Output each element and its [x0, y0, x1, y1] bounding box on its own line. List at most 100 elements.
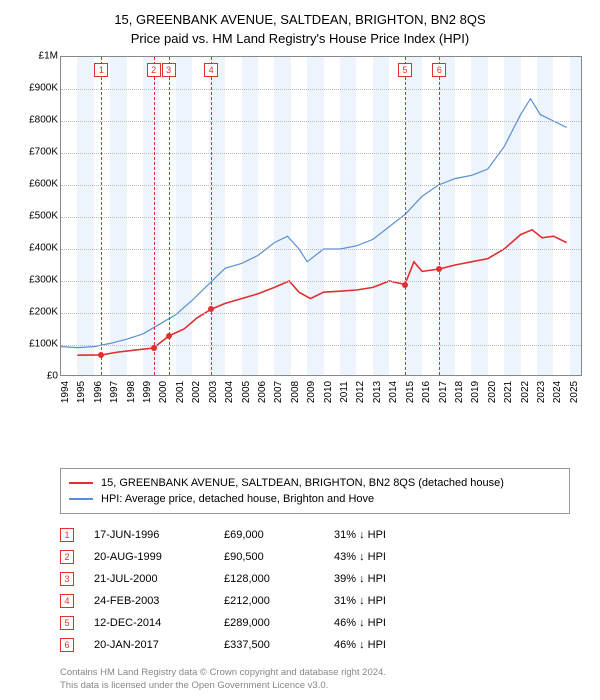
- x-tick-label: 2017: [438, 381, 449, 403]
- sale-row-hpi: 46% ↓ HPI: [334, 634, 444, 656]
- sale-row-number: 1: [60, 528, 74, 542]
- legend-label: 15, GREENBANK AVENUE, SALTDEAN, BRIGHTON…: [101, 475, 504, 491]
- sale-row-number: 5: [60, 616, 74, 630]
- legend-swatch: [69, 482, 93, 484]
- sale-row-price: £337,500: [224, 634, 334, 656]
- sale-row-hpi: 39% ↓ HPI: [334, 568, 444, 590]
- y-tick-label: £0: [47, 371, 58, 382]
- x-tick-label: 2020: [487, 381, 498, 403]
- chart-title-address: 15, GREENBANK AVENUE, SALTDEAN, BRIGHTON…: [18, 12, 582, 27]
- y-tick-label: £800K: [29, 115, 58, 126]
- x-tick-label: 1996: [93, 381, 104, 403]
- sale-dot: [98, 352, 104, 358]
- sale-row-date: 20-JAN-2017: [94, 634, 224, 656]
- chart-title-subtitle: Price paid vs. HM Land Registry's House …: [18, 31, 582, 46]
- sale-dot: [166, 333, 172, 339]
- sale-row-hpi: 31% ↓ HPI: [334, 590, 444, 612]
- x-axis: 1994199519961997199819992000200120022003…: [60, 376, 582, 406]
- legend-label: HPI: Average price, detached house, Brig…: [101, 491, 374, 507]
- y-tick-label: £700K: [29, 147, 58, 158]
- x-tick-label: 2018: [454, 381, 465, 403]
- sale-row-number: 2: [60, 550, 74, 564]
- x-tick-label: 2022: [520, 381, 531, 403]
- y-tick-label: £600K: [29, 179, 58, 190]
- footer-line2: This data is licensed under the Open Gov…: [60, 679, 582, 692]
- sale-row-price: £69,000: [224, 524, 334, 546]
- sale-row-date: 21-JUL-2000: [94, 568, 224, 590]
- sales-table: 117-JUN-1996£69,00031% ↓ HPI 2 20-AUG-1999…: [60, 524, 570, 656]
- sale-dot: [436, 266, 442, 272]
- sale-marker-line: [405, 57, 406, 375]
- sale-row-hpi: 31% ↓ HPI: [334, 524, 444, 546]
- gridline-horizontal: [61, 281, 581, 282]
- y-tick-label: £400K: [29, 243, 58, 254]
- sale-dot: [402, 282, 408, 288]
- y-axis: £0£100K£200K£300K£400K£500K£600K£700K£80…: [18, 56, 60, 376]
- sale-row: 6 20-JAN-2017£337,50046% ↓ HPI: [60, 634, 570, 656]
- plot-area: 123456: [60, 56, 582, 376]
- sale-row: 117-JUN-1996£69,00031% ↓ HPI: [60, 524, 570, 546]
- x-tick-label: 2024: [552, 381, 563, 403]
- x-tick-label: 2016: [421, 381, 432, 403]
- x-tick-label: 2003: [208, 381, 219, 403]
- x-tick-label: 1995: [76, 381, 87, 403]
- y-tick-label: £100K: [29, 339, 58, 350]
- x-tick-label: 2013: [372, 381, 383, 403]
- series-hpi: [61, 99, 567, 348]
- x-tick-label: 2004: [224, 381, 235, 403]
- sale-dot: [208, 306, 214, 312]
- legend-swatch: [69, 498, 93, 500]
- sale-dot: [151, 345, 157, 351]
- gridline-horizontal: [61, 185, 581, 186]
- sale-row-date: 24-FEB-2003: [94, 590, 224, 612]
- sale-row: 2 20-AUG-1999£90,50043% ↓ HPI: [60, 546, 570, 568]
- sale-row: 424-FEB-2003£212,00031% ↓ HPI: [60, 590, 570, 612]
- gridline-horizontal: [61, 345, 581, 346]
- sale-row-price: £212,000: [224, 590, 334, 612]
- x-tick-label: 2015: [405, 381, 416, 403]
- x-tick-label: 2007: [273, 381, 284, 403]
- sale-marker-box: 3: [162, 63, 176, 77]
- sale-marker-line: [169, 57, 170, 375]
- x-tick-label: 2014: [388, 381, 399, 403]
- x-tick-label: 2006: [257, 381, 268, 403]
- legend-item: 15, GREENBANK AVENUE, SALTDEAN, BRIGHTON…: [69, 475, 561, 491]
- x-tick-label: 2011: [339, 381, 350, 403]
- x-tick-label: 2000: [158, 381, 169, 403]
- sale-row-price: £90,500: [224, 546, 334, 568]
- y-tick-label: £500K: [29, 211, 58, 222]
- x-tick-label: 1994: [60, 381, 71, 403]
- sale-marker-line: [211, 57, 212, 375]
- sale-row-hpi: 43% ↓ HPI: [334, 546, 444, 568]
- sale-row-hpi: 46% ↓ HPI: [334, 612, 444, 634]
- sale-row: 321-JUL-2000£128,00039% ↓ HPI: [60, 568, 570, 590]
- x-tick-label: 1997: [109, 381, 120, 403]
- x-tick-label: 1999: [142, 381, 153, 403]
- x-tick-label: 2019: [470, 381, 481, 403]
- y-tick-label: £300K: [29, 275, 58, 286]
- sale-marker-box: 5: [398, 63, 412, 77]
- x-tick-label: 2012: [355, 381, 366, 403]
- chart-area: £0 £100K £200K £300K £400K £500K £600K £700K £80…: [18, 56, 582, 406]
- gridline-horizontal: [61, 153, 581, 154]
- y-tick-label: £900K: [29, 83, 58, 94]
- sale-row-date: 20-AUG-1999: [94, 546, 224, 568]
- gridline-horizontal: [61, 89, 581, 90]
- sale-row-number: 6: [60, 638, 74, 652]
- sale-marker-box: 4: [204, 63, 218, 77]
- legend-item: HPI: Average price, detached house, Brig…: [69, 491, 561, 507]
- legend-box: 15, GREENBANK AVENUE, SALTDEAN, BRIGHTON…: [60, 468, 570, 514]
- x-tick-label: 2023: [536, 381, 547, 403]
- x-tick-label: 2005: [241, 381, 252, 403]
- y-tick-label: £1M: [39, 51, 58, 62]
- x-tick-label: 2008: [290, 381, 301, 403]
- x-tick-label: 2009: [306, 381, 317, 403]
- footer-line1: Contains HM Land Registry data © Crown c…: [60, 666, 582, 679]
- x-tick-label: 2001: [175, 381, 186, 403]
- y-tick-label: £200K: [29, 307, 58, 318]
- gridline-horizontal: [61, 121, 581, 122]
- sale-marker-line: [101, 57, 102, 375]
- sale-row-price: £289,000: [224, 612, 334, 634]
- chart-container: 15, GREENBANK AVENUE, SALTDEAN, BRIGHTON…: [0, 0, 600, 700]
- sale-marker-box: 1: [94, 63, 108, 77]
